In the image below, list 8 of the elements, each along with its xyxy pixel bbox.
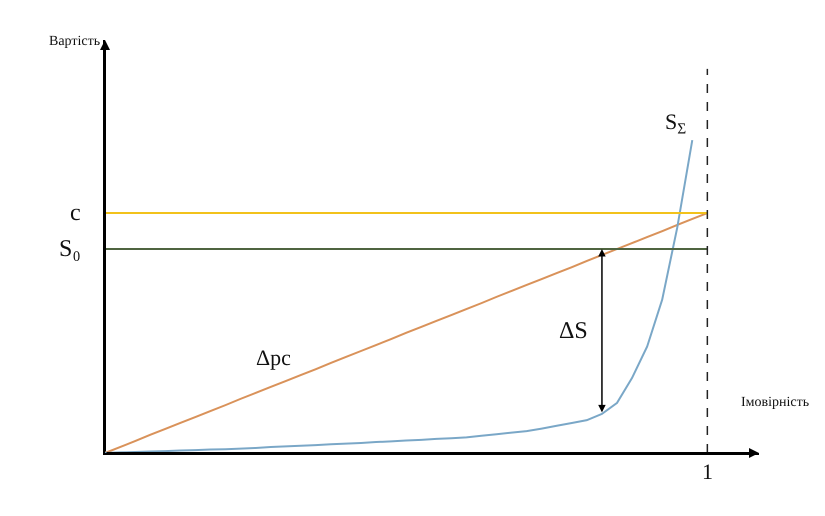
ref-line-label: c bbox=[70, 200, 81, 226]
series-label: Δpc bbox=[256, 345, 292, 370]
series-label: S$_{Σ}$ bbox=[665, 109, 686, 138]
text: 1 bbox=[702, 459, 713, 484]
x-axis-title: Імовірність bbox=[741, 395, 810, 410]
text: Вартість bbox=[49, 34, 100, 49]
ref-line-label: S₀ bbox=[59, 236, 81, 262]
annotation: ΔS bbox=[559, 318, 588, 344]
